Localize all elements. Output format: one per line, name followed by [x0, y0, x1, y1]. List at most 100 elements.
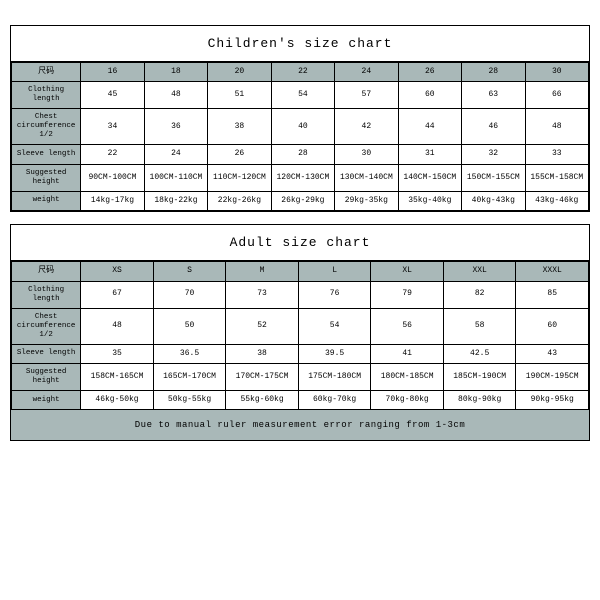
row-label: Clothing length — [12, 281, 81, 308]
table-row: weight46kg-50kg50kg-55kg55kg-60kg60kg-70… — [12, 390, 589, 409]
adult-table: 尺码XSSMLXLXXLXXXL Clothing length67707376… — [11, 261, 589, 410]
cell: 56 — [371, 308, 444, 344]
cell: 55kg-60kg — [226, 390, 299, 409]
cell: 70 — [153, 281, 226, 308]
cell: 41 — [371, 344, 444, 363]
cell: 26kg-29kg — [271, 191, 334, 210]
table-row: Chest circumference 1/248505254565860 — [12, 308, 589, 344]
cell: 40kg-43kg — [462, 191, 525, 210]
cell: 28 — [271, 145, 334, 164]
column-header: XS — [81, 262, 154, 281]
column-header: 16 — [81, 63, 144, 82]
cell: 76 — [298, 281, 371, 308]
children-size-chart: Children's size chart 尺码1618202224262830… — [10, 25, 590, 212]
cell: 26 — [208, 145, 271, 164]
cell: 29kg-35kg — [335, 191, 398, 210]
row-label: Chest circumference 1/2 — [12, 308, 81, 344]
column-header: 30 — [525, 63, 588, 82]
cell: 52 — [226, 308, 299, 344]
cell: 35kg-40kg — [398, 191, 461, 210]
column-header: 26 — [398, 63, 461, 82]
cell: 185CM-190CM — [443, 363, 516, 390]
cell: 38 — [208, 109, 271, 145]
cell: 150CM-155CM — [462, 164, 525, 191]
cell: 24 — [144, 145, 207, 164]
cell: 48 — [81, 308, 154, 344]
cell: 100CM-110CM — [144, 164, 207, 191]
cell: 57 — [335, 82, 398, 109]
cell: 82 — [443, 281, 516, 308]
cell: 33 — [525, 145, 588, 164]
cell: 22 — [81, 145, 144, 164]
cell: 36.5 — [153, 344, 226, 363]
cell: 42.5 — [443, 344, 516, 363]
cell: 140CM-150CM — [398, 164, 461, 191]
cell: 58 — [443, 308, 516, 344]
column-header: 尺码 — [12, 262, 81, 281]
adult-size-chart: Adult size chart 尺码XSSMLXLXXLXXXL Clothi… — [10, 224, 590, 441]
footer-note: Due to manual ruler measurement error ra… — [11, 410, 589, 440]
column-header: L — [298, 262, 371, 281]
cell: 50kg-55kg — [153, 390, 226, 409]
cell: 85 — [516, 281, 589, 308]
cell: 35 — [81, 344, 154, 363]
column-header: XXL — [443, 262, 516, 281]
table-row: Chest circumference 1/23436384042444648 — [12, 109, 589, 145]
cell: 32 — [462, 145, 525, 164]
cell: 60 — [516, 308, 589, 344]
column-header: 22 — [271, 63, 334, 82]
cell: 44 — [398, 109, 461, 145]
cell: 60kg-70kg — [298, 390, 371, 409]
row-label: Clothing length — [12, 82, 81, 109]
cell: 48 — [144, 82, 207, 109]
column-header: M — [226, 262, 299, 281]
column-header: XL — [371, 262, 444, 281]
cell: 70kg-80kg — [371, 390, 444, 409]
cell: 66 — [525, 82, 588, 109]
cell: 48 — [525, 109, 588, 145]
cell: 54 — [271, 82, 334, 109]
cell: 50 — [153, 308, 226, 344]
cell: 46 — [462, 109, 525, 145]
table-row: Suggested height90CM-100CM100CM-110CM110… — [12, 164, 589, 191]
cell: 14kg-17kg — [81, 191, 144, 210]
column-header: 24 — [335, 63, 398, 82]
cell: 43kg-46kg — [525, 191, 588, 210]
row-label: weight — [12, 191, 81, 210]
children-table: 尺码1618202224262830 Clothing length454851… — [11, 62, 589, 211]
table-row: Clothing length67707376798285 — [12, 281, 589, 308]
cell: 90CM-100CM — [81, 164, 144, 191]
cell: 67 — [81, 281, 154, 308]
cell: 51 — [208, 82, 271, 109]
cell: 36 — [144, 109, 207, 145]
column-header: 尺码 — [12, 63, 81, 82]
cell: 31 — [398, 145, 461, 164]
cell: 165CM-170CM — [153, 363, 226, 390]
table-row: Clothing length4548515457606366 — [12, 82, 589, 109]
cell: 73 — [226, 281, 299, 308]
table-row: Sleeve length2224262830313233 — [12, 145, 589, 164]
cell: 79 — [371, 281, 444, 308]
cell: 22kg-26kg — [208, 191, 271, 210]
cell: 80kg-90kg — [443, 390, 516, 409]
row-label: Suggested height — [12, 164, 81, 191]
column-header: S — [153, 262, 226, 281]
cell: 42 — [335, 109, 398, 145]
cell: 34 — [81, 109, 144, 145]
row-label: Sleeve length — [12, 145, 81, 164]
children-title: Children's size chart — [11, 26, 589, 62]
column-header: 20 — [208, 63, 271, 82]
row-label: weight — [12, 390, 81, 409]
column-header: 18 — [144, 63, 207, 82]
row-label: Suggested height — [12, 363, 81, 390]
cell: 45 — [81, 82, 144, 109]
cell: 158CM-165CM — [81, 363, 154, 390]
table-row: weight14kg-17kg18kg-22kg22kg-26kg26kg-29… — [12, 191, 589, 210]
cell: 180CM-185CM — [371, 363, 444, 390]
adult-title: Adult size chart — [11, 225, 589, 261]
cell: 39.5 — [298, 344, 371, 363]
cell: 43 — [516, 344, 589, 363]
column-header: XXXL — [516, 262, 589, 281]
column-header: 28 — [462, 63, 525, 82]
cell: 130CM-140CM — [335, 164, 398, 191]
